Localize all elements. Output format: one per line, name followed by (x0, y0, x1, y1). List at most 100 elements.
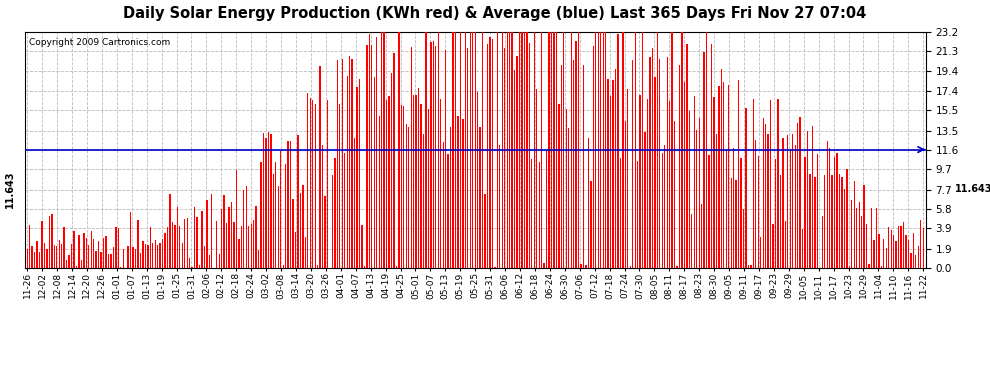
Bar (219, 254, 220, 268)
Bar (642, 29, 644, 268)
Bar (863, 185, 865, 268)
Bar (342, 59, 343, 268)
Bar (918, 246, 919, 268)
Bar (620, 158, 621, 268)
Bar (189, 258, 190, 268)
Bar (920, 220, 922, 268)
Bar (745, 108, 746, 268)
Bar (464, 29, 466, 268)
Bar (861, 216, 862, 268)
Bar (770, 100, 771, 268)
Text: 11.643: 11.643 (5, 170, 15, 208)
Bar (157, 245, 158, 268)
Bar (595, 29, 597, 268)
Bar (71, 244, 72, 268)
Bar (598, 29, 599, 268)
Bar (457, 116, 458, 268)
Bar (807, 131, 808, 268)
Bar (138, 220, 139, 268)
Bar (809, 174, 811, 268)
Bar (573, 60, 574, 268)
Bar (105, 236, 107, 268)
Bar (42, 221, 43, 268)
Bar (325, 196, 326, 268)
Bar (536, 88, 538, 268)
Bar (742, 209, 744, 268)
Bar (701, 204, 702, 268)
Bar (866, 225, 867, 268)
Bar (90, 231, 92, 268)
Bar (310, 98, 311, 268)
Bar (209, 255, 210, 268)
Bar (780, 175, 781, 268)
Bar (777, 99, 779, 268)
Bar (244, 190, 245, 268)
Bar (704, 52, 705, 268)
Bar (706, 29, 707, 268)
Bar (627, 89, 629, 268)
Bar (164, 233, 165, 268)
Bar (426, 29, 427, 268)
Bar (630, 266, 631, 268)
Bar (494, 267, 496, 268)
Bar (431, 42, 432, 268)
Bar (253, 220, 254, 268)
Bar (234, 222, 235, 268)
Bar (676, 266, 678, 268)
Bar (159, 243, 160, 268)
Bar (149, 227, 150, 268)
Bar (575, 41, 577, 268)
Bar (499, 145, 501, 268)
Bar (550, 29, 552, 268)
Bar (191, 267, 193, 268)
Bar (115, 228, 117, 268)
Bar (459, 29, 461, 268)
Bar (368, 34, 370, 268)
Bar (295, 232, 296, 268)
Bar (416, 95, 417, 268)
Bar (349, 56, 350, 268)
Bar (741, 158, 742, 268)
Bar (290, 141, 291, 268)
Bar (438, 29, 439, 268)
Bar (545, 150, 547, 268)
Bar (58, 240, 59, 268)
Bar (512, 29, 513, 268)
Bar (305, 237, 306, 268)
Bar (637, 160, 639, 268)
Bar (757, 156, 759, 268)
Bar (905, 236, 907, 268)
Bar (44, 243, 46, 268)
Bar (651, 48, 653, 268)
Bar (371, 45, 372, 268)
Bar (181, 243, 183, 268)
Bar (608, 79, 609, 268)
Bar (881, 266, 882, 268)
Bar (211, 194, 213, 268)
Bar (287, 141, 289, 268)
Bar (472, 29, 473, 268)
Bar (186, 218, 188, 268)
Bar (248, 226, 249, 268)
Bar (782, 138, 783, 268)
Bar (32, 246, 33, 268)
Bar (507, 29, 508, 268)
Bar (224, 195, 225, 268)
Bar (674, 122, 675, 268)
Bar (315, 104, 316, 268)
Bar (262, 133, 264, 268)
Bar (135, 249, 137, 268)
Bar (27, 249, 28, 268)
Bar (588, 138, 589, 268)
Bar (539, 162, 540, 268)
Bar (452, 29, 453, 268)
Bar (878, 234, 879, 268)
Bar (578, 29, 579, 268)
Bar (593, 45, 594, 268)
Bar (152, 243, 153, 268)
Bar (858, 202, 860, 268)
Bar (726, 150, 727, 268)
Bar (154, 240, 155, 268)
Bar (522, 29, 523, 268)
Bar (118, 228, 119, 268)
